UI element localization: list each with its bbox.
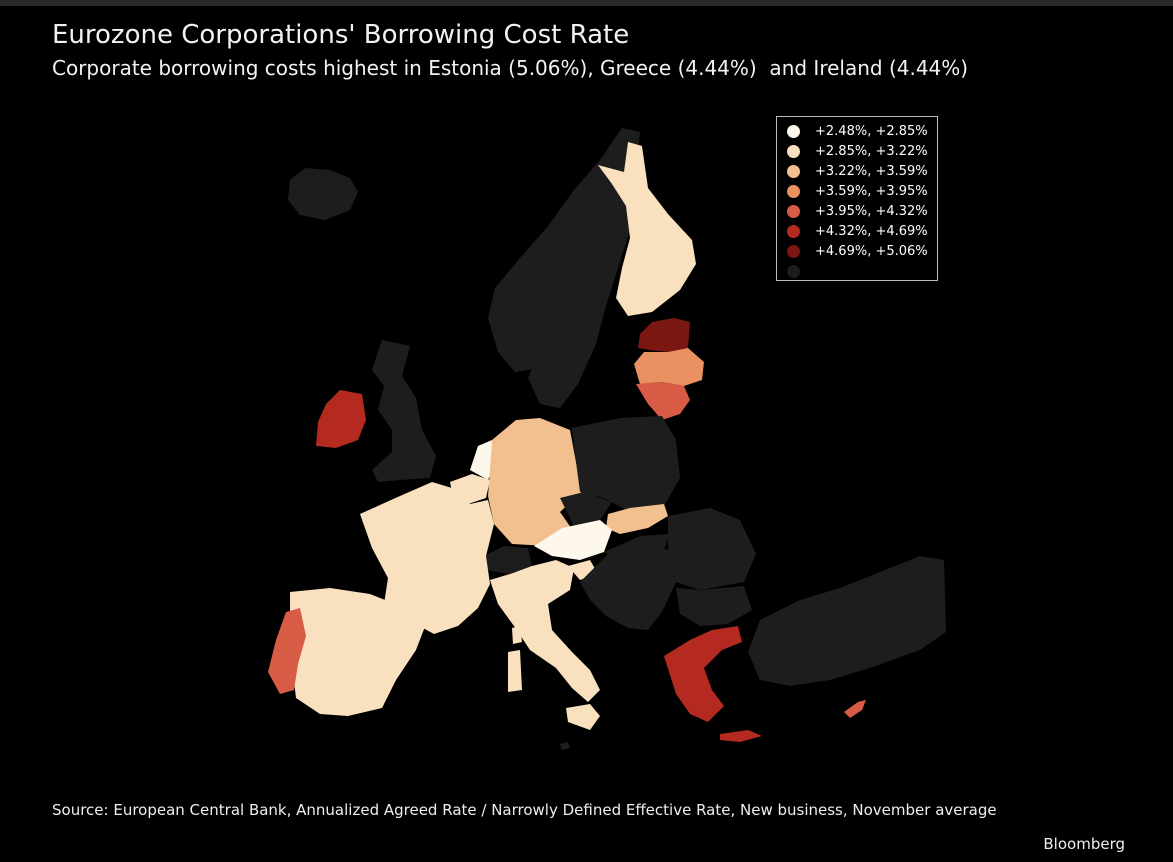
country-finland — [598, 142, 696, 316]
country-lithuania — [636, 382, 690, 420]
country-bulgaria — [676, 586, 752, 626]
country-portugal — [268, 608, 306, 694]
country-germany — [488, 418, 582, 546]
source-note: Source: European Central Bank, Annualize… — [52, 801, 997, 819]
legend-item: +2.48%, +2.85% — [787, 121, 937, 141]
legend-item — [787, 261, 937, 281]
country-poland — [572, 416, 680, 512]
legend-label: +3.95%, +4.32% — [815, 203, 928, 219]
legend-label: +3.22%, +3.59% — [815, 163, 928, 179]
country-sardinia — [508, 650, 522, 692]
map-title: Eurozone Corporations' Borrowing Cost Ra… — [52, 20, 630, 50]
legend-item: +3.95%, +4.32% — [787, 201, 937, 221]
country-czechia — [560, 492, 612, 526]
legend-item: +2.85%, +3.22% — [787, 141, 937, 161]
legend-swatch — [787, 164, 800, 178]
legend-item: +4.69%, +5.06% — [787, 241, 937, 261]
country-romania — [668, 508, 756, 590]
country-sicily — [566, 704, 600, 730]
legend-label: +2.85%, +3.22% — [815, 143, 928, 159]
country-balkans — [580, 540, 676, 630]
country-turkey — [748, 556, 946, 686]
legend-item: +3.22%, +3.59% — [787, 161, 937, 181]
legend-swatch — [787, 144, 800, 158]
country-cyprus — [844, 700, 866, 718]
country-united-kingdom — [372, 340, 436, 482]
country-spain — [290, 588, 426, 716]
country-corsica — [512, 626, 522, 644]
country-france — [360, 482, 494, 634]
brand-label: Bloomberg — [1043, 835, 1125, 853]
country-estonia — [638, 318, 690, 352]
legend-label: +2.48%, +2.85% — [815, 123, 928, 139]
country-norway — [488, 128, 640, 372]
country-austria — [534, 520, 612, 560]
country-hungary — [604, 534, 670, 566]
country-italy — [490, 560, 600, 702]
country-slovakia — [606, 504, 668, 534]
legend-swatch — [787, 204, 800, 218]
country-greece — [664, 626, 742, 722]
window-top-bar — [0, 0, 1173, 6]
legend-swatch — [787, 224, 800, 238]
country-latvia — [634, 348, 704, 386]
country-switzerland — [484, 546, 532, 574]
legend-swatch — [787, 124, 800, 138]
legend-swatch — [787, 244, 800, 258]
map-legend: +2.48%, +2.85% +2.85%, +3.22% +3.22%, +3… — [776, 116, 938, 281]
legend-swatch — [787, 184, 800, 198]
country-malta — [560, 742, 570, 750]
country-netherlands — [470, 440, 496, 480]
country-crete — [720, 730, 762, 742]
legend-swatch — [787, 264, 800, 278]
country-iceland — [288, 168, 358, 220]
country-sweden — [528, 188, 630, 408]
map-subtitle: Corporate borrowing costs highest in Est… — [52, 56, 969, 80]
country-ireland — [316, 390, 366, 448]
legend-label: +3.59%, +3.95% — [815, 183, 928, 199]
legend-label: +4.32%, +4.69% — [815, 223, 928, 239]
legend-item: +4.32%, +4.69% — [787, 221, 937, 241]
legend-label: +4.69%, +5.06% — [815, 243, 928, 259]
legend-item: +3.59%, +3.95% — [787, 181, 937, 201]
